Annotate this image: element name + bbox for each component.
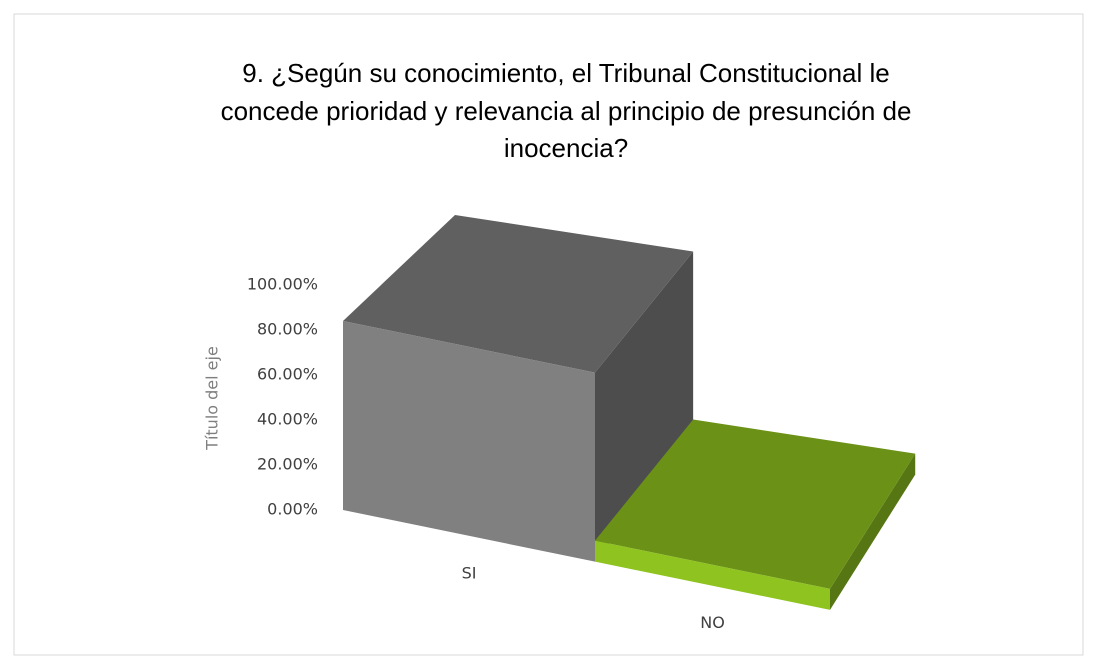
bar (595, 540, 830, 610)
y-tick-label: 20.00% (257, 455, 318, 474)
y-tick-label: 0.00% (267, 500, 318, 519)
bar (343, 321, 595, 562)
y-tick-label: 80.00% (257, 320, 318, 339)
bar-side (595, 251, 694, 562)
chart-title: concede prioridad y relevancia al princi… (221, 96, 912, 126)
bar-side (830, 453, 916, 610)
chart-title: 9. ¿Según su conocimiento, el Tribunal C… (242, 58, 889, 88)
x-tick-label: SI (462, 563, 477, 582)
y-tick-label: 100.00% (247, 275, 318, 294)
y-tick-label: 60.00% (257, 365, 318, 384)
x-tick-label: NO (700, 613, 725, 632)
y-tick-label: 40.00% (257, 410, 318, 429)
bar-top (343, 215, 694, 373)
y-axis-title: Título del eje (203, 346, 222, 451)
chart-title: inocencia? (504, 133, 628, 163)
bar-top (595, 419, 916, 589)
